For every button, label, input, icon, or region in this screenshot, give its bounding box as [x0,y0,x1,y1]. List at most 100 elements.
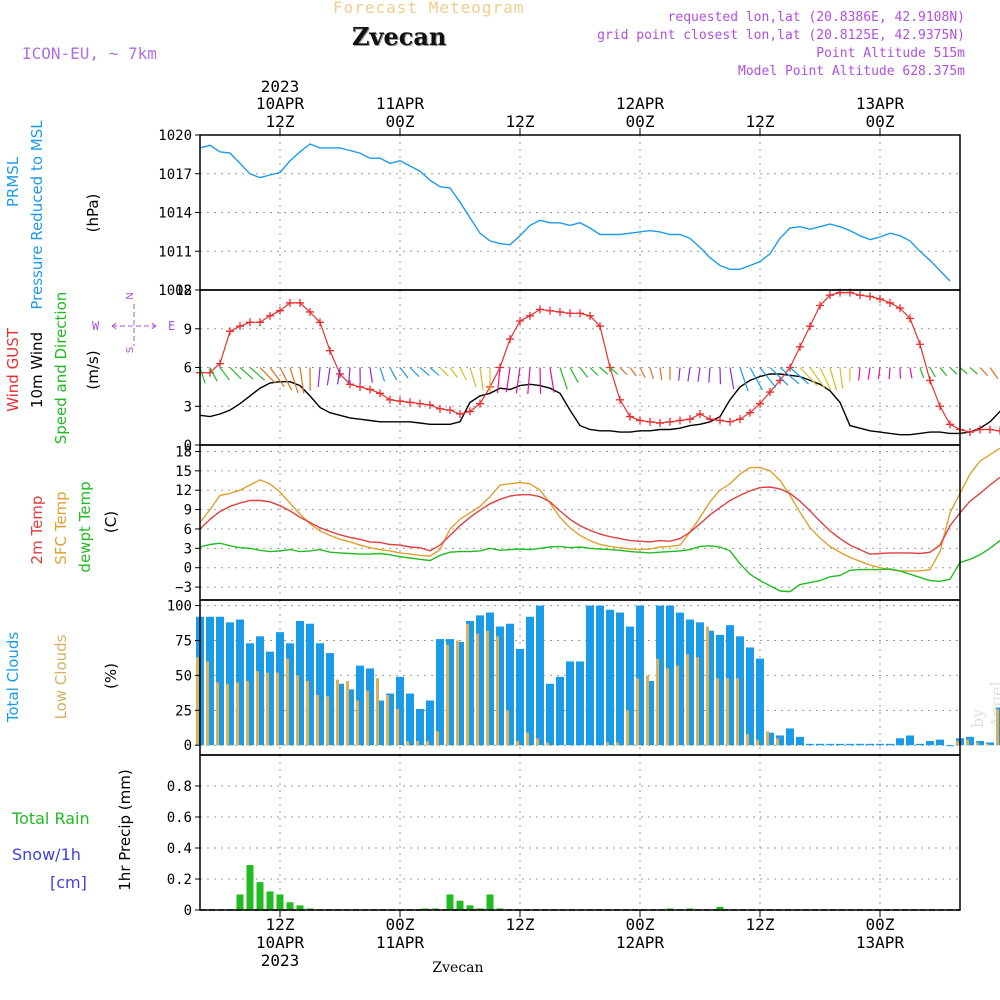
wind-arrow [729,367,735,390]
gust-marker [916,340,924,349]
wind-arrow [739,367,749,392]
gust-marker [326,346,334,355]
gust-marker [356,382,364,391]
compass-cross [111,304,157,346]
gust-marker [236,322,244,331]
xtick-bottom-hour: 12Z [506,915,535,934]
total-cloud-bar [386,693,394,746]
wind-arrow [317,367,321,388]
bottom-station-label: Zvecan [432,960,483,976]
wind-arrow [449,367,459,379]
compass-n: N [125,292,136,299]
gust-marker [376,389,384,398]
xtick-bottom-hour: 00Z [386,915,415,934]
total-cloud-bar [396,676,404,746]
wind-arrow [496,367,501,393]
wind-arrow [219,367,230,381]
low-cloud-bar [396,708,399,746]
xtick-top-hour: 00Z [386,112,415,131]
total-cloud-bar [366,668,374,746]
gust-marker [396,397,404,406]
wind-arrow [687,367,691,382]
total-cloud-bar [976,741,984,746]
low-cloud-bar [196,657,199,746]
total-cloud-bar [326,653,334,746]
gust-marker [436,404,444,413]
low-cloud-bar [516,741,519,746]
total-cloud-bar [606,609,614,746]
total-cloud-bar [636,605,644,746]
total-cloud-bar [526,616,534,746]
gust-marker [246,318,254,327]
low-cloud-bar [496,636,499,746]
total-cloud-bar [666,605,674,746]
ytick-label-temp: 9 [184,503,192,519]
grid-layer [200,134,960,911]
wind-arrow [399,367,409,379]
gust-marker [666,417,674,426]
low-cloud-bar [646,675,649,746]
wind-arrow [469,367,477,388]
gust-marker [466,407,474,416]
pressure-unit: (hPa) [84,194,102,233]
wind-dir-title: Speed and Direction [52,292,70,445]
wind-arrow [867,367,871,380]
total-cloud-bar [596,605,604,746]
total-cloud-bar [236,619,244,746]
wind-arrow [439,367,449,377]
gust-marker [226,327,234,336]
wind-arrow [769,367,789,386]
total-cloud-bar [886,743,894,746]
gust-marker [876,295,884,304]
gust-marker [576,309,584,318]
data-layer [196,143,1000,911]
gust-marker [636,416,644,425]
frame-layer [195,128,961,917]
rain-bar [306,908,314,910]
total-cloud-bar [426,700,434,746]
total-cloud-bar [986,742,994,746]
low-cloud-bar [206,661,209,746]
wind-arrow [389,367,398,381]
wind-arrow [629,367,637,377]
low-cloud-bar [506,710,509,746]
compass-e: E [168,319,175,333]
rain-bar [446,894,454,910]
total-cloud-bar [746,647,754,746]
total-cloud-bar [266,651,274,746]
gust-marker [616,395,624,404]
wind-arrow [289,367,299,394]
gust-marker [706,415,714,424]
total-cloud-bar [306,623,314,746]
low-cloud-bar [686,654,689,746]
ytick-label-pressure: 1020 [158,128,192,144]
rain-bar [246,865,254,910]
low-cloud-bar [366,690,369,746]
low-cloud-bar [716,678,719,746]
total-cloud-bar [776,735,784,746]
gust-marker [726,417,734,426]
ytick-label-temp: 3 [184,541,192,557]
total-cloud-bar [446,639,454,746]
total-cloud-bar [276,632,284,746]
ytick-label-pressure: 1011 [158,244,192,260]
total-cloud-bar [566,661,574,746]
ytick-label-temp: −3 [175,580,192,596]
gust-marker [816,301,824,310]
ytick-label-clouds: 25 [175,703,192,719]
low-cloud-bar [256,671,259,746]
wind-arrow [299,367,305,394]
ytick-label-pressure: 1008 [158,283,192,299]
low-cloud-bar [326,696,329,746]
total-cloud-bar [516,648,524,746]
wind-arrow [589,367,599,376]
ytick-label-pressure: 1017 [158,167,192,183]
total-cloud-bar [916,743,924,746]
wind-arrow [759,367,777,389]
rain-bar [486,894,494,910]
xtick-top-hour: 12Z [506,112,535,131]
gust-marker [966,428,974,437]
wind-arrow [819,367,832,391]
gust-marker [696,410,704,418]
